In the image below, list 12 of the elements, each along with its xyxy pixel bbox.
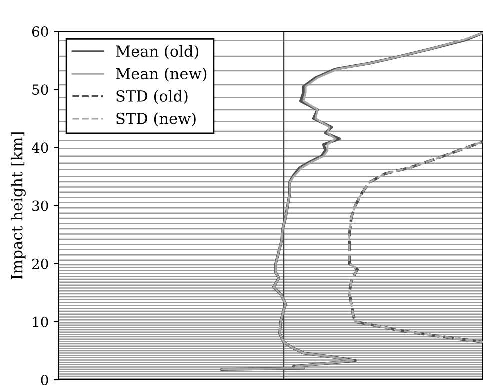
legend-label: Mean (old): [116, 45, 199, 60]
y-tick-label: 0: [41, 374, 48, 385]
y-tick-label: 20: [32, 258, 48, 270]
y-axis-title: Impact height [km]: [10, 132, 26, 280]
y-tick-label: 50: [32, 84, 48, 96]
legend-label: STD (new): [116, 112, 196, 127]
y-tick-label: 60: [32, 26, 48, 38]
legend-label: STD (old): [116, 90, 188, 104]
y-tick-label: 40: [32, 142, 48, 154]
y-tick-label: 10: [33, 316, 48, 328]
y-tick-label: 30: [32, 200, 48, 212]
legend-label: Mean (new): [116, 68, 207, 82]
